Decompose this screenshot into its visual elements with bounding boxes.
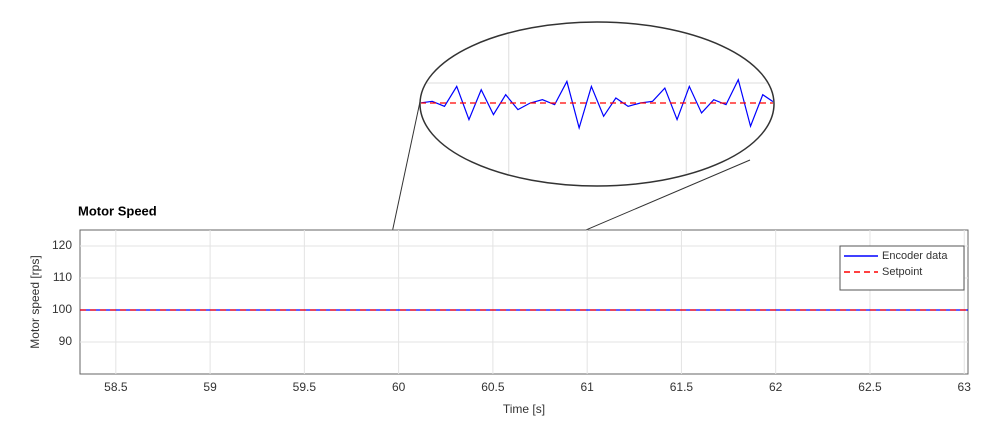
- y-tick-label: 90: [59, 334, 73, 348]
- x-tick-label: 60: [392, 380, 406, 394]
- legend-box: [839, 245, 965, 291]
- main-plot: 58.5 59 59.5 60 60.5 61 61.5 62 62.5 63 90 100 110 12…: [28, 203, 971, 416]
- y-tick-label: 100: [52, 302, 72, 316]
- series-line: [421, 78, 773, 131]
- x-tick-label: 59: [203, 380, 217, 394]
- inset-plot: [421, 23, 773, 185]
- x-tick-label: 62: [769, 380, 783, 394]
- chart-title: Motor Speed: [78, 203, 157, 218]
- x-tick-label: 63: [958, 380, 972, 394]
- x-tick-label: 59.5: [293, 380, 317, 394]
- plot-area: [79, 229, 969, 375]
- y-axis-label: Motor speed [rps]: [28, 255, 42, 348]
- y-tick-label: 110: [53, 270, 72, 284]
- x-tick-label: 61: [580, 380, 594, 394]
- x-tick-label: 60.5: [481, 380, 505, 394]
- y-tick-label: 120: [52, 238, 72, 252]
- x-tick-label: 61.5: [670, 380, 694, 394]
- x-tick-label: 62.5: [858, 380, 882, 394]
- x-axis-label: Time [s]: [503, 402, 545, 416]
- x-tick-label: 58.5: [104, 380, 128, 394]
- legend-label: Setpoint: [882, 266, 922, 278]
- zoom-inset: [419, 21, 775, 187]
- legend-label: Encoder data: [882, 250, 948, 262]
